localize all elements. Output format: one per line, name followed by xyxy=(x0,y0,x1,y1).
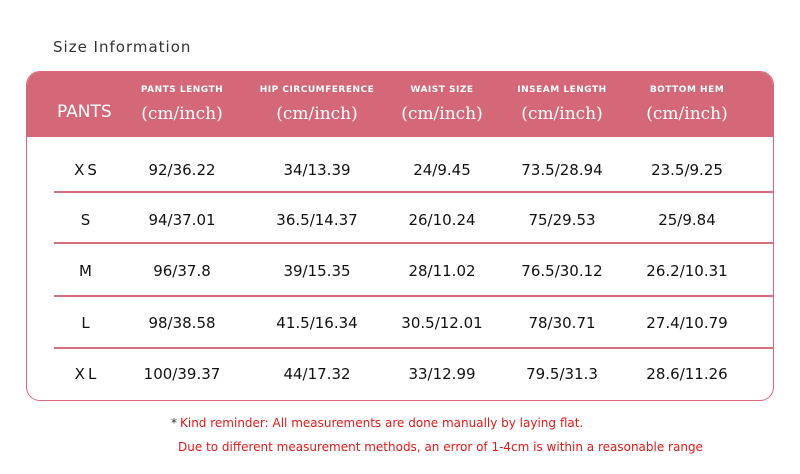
column-unit: (cm/inch) xyxy=(646,104,728,124)
asterisk: * xyxy=(171,416,177,430)
inseam-length-value: 75/29.53 xyxy=(528,211,596,229)
size-label: M xyxy=(79,262,95,280)
size-label: L xyxy=(81,314,93,332)
pants-length-value: 92/36.22 xyxy=(148,161,216,179)
column-name: PANTS LENGTH xyxy=(140,85,224,95)
note-text: Kind reminder: All measurements are done… xyxy=(180,416,584,430)
hip-circumference-value: 39/15.35 xyxy=(283,262,351,280)
column-name: WAIST SIZE xyxy=(410,85,474,95)
row-divider xyxy=(54,242,773,244)
pants-length-value: 94/37.01 xyxy=(148,211,216,229)
size-label: XL xyxy=(74,365,100,383)
bottom-hem-value: 23.5/9.25 xyxy=(651,161,723,179)
kind-reminder-note: * Kind reminder: All measurements are don… xyxy=(171,416,583,430)
column-unit: (cm/inch) xyxy=(141,104,223,124)
bottom-hem-value: 26.2/10.31 xyxy=(646,262,728,280)
waist-size-value: 26/10.24 xyxy=(408,211,476,229)
waist-size-value: 28/11.02 xyxy=(408,262,476,280)
pants-length-value: 96/37.8 xyxy=(153,262,211,280)
inseam-length-value: 79.5/31.3 xyxy=(526,365,598,383)
measurement-error-note: Due to different measurement methods, an… xyxy=(178,440,703,454)
table-row: S 94/37.01 36.5/14.37 26/10.24 75/29.53 … xyxy=(27,194,773,246)
column-header-inseam-length: INSEAM LENGTH (cm/inch) xyxy=(507,72,617,137)
column-unit: (cm/inch) xyxy=(276,104,358,124)
page-title: Size Information xyxy=(53,38,192,56)
inseam-length-value: 73.5/28.94 xyxy=(521,161,603,179)
inseam-length-value: 76.5/30.12 xyxy=(521,262,603,280)
size-table: PANTS PANTS LENGTH (cm/inch) HIP CIRCUMF… xyxy=(26,71,774,401)
column-unit: (cm/inch) xyxy=(521,104,603,124)
hip-circumference-value: 36.5/14.37 xyxy=(276,211,358,229)
column-header-pants-length: PANTS LENGTH (cm/inch) xyxy=(122,72,242,137)
waist-size-value: 24/9.45 xyxy=(413,161,471,179)
table-row: M 96/37.8 39/15.35 28/11.02 76.5/30.12 2… xyxy=(27,245,773,297)
inseam-length-value: 78/30.71 xyxy=(528,314,596,332)
category-label: PANTS xyxy=(57,102,112,122)
column-name: INSEAM LENGTH xyxy=(517,85,607,95)
column-header-waist-size: WAIST SIZE (cm/inch) xyxy=(387,72,497,137)
table-row: XS 92/36.22 34/13.39 24/9.45 73.5/28.94 … xyxy=(27,144,773,196)
row-divider xyxy=(54,295,773,297)
waist-size-value: 30.5/12.01 xyxy=(401,314,483,332)
column-header-hip-circumference: HIP CIRCUMFERENCE (cm/inch) xyxy=(252,72,382,137)
row-divider xyxy=(54,347,773,349)
column-name: HIP CIRCUMFERENCE xyxy=(259,85,375,95)
hip-circumference-value: 41.5/16.34 xyxy=(276,314,358,332)
bottom-hem-value: 27.4/10.79 xyxy=(646,314,728,332)
pants-length-value: 100/39.37 xyxy=(143,365,221,383)
hip-circumference-value: 44/17.32 xyxy=(283,365,351,383)
waist-size-value: 33/12.99 xyxy=(408,365,476,383)
column-header-bottom-hem: BOTTOM HEM (cm/inch) xyxy=(632,72,742,137)
size-label: S xyxy=(80,211,94,229)
bottom-hem-value: 25/9.84 xyxy=(658,211,716,229)
bottom-hem-value: 28.6/11.26 xyxy=(646,365,728,383)
size-label: XS xyxy=(74,161,100,179)
hip-circumference-value: 34/13.39 xyxy=(283,161,351,179)
table-row: XL 100/39.37 44/17.32 33/12.99 79.5/31.3… xyxy=(27,348,773,400)
table-header: PANTS PANTS LENGTH (cm/inch) HIP CIRCUMF… xyxy=(27,72,773,137)
row-divider xyxy=(54,191,773,193)
column-unit: (cm/inch) xyxy=(401,104,483,124)
table-row: L 98/38.58 41.5/16.34 30.5/12.01 78/30.7… xyxy=(27,297,773,349)
pants-length-value: 98/38.58 xyxy=(148,314,216,332)
column-name: BOTTOM HEM xyxy=(649,85,725,95)
